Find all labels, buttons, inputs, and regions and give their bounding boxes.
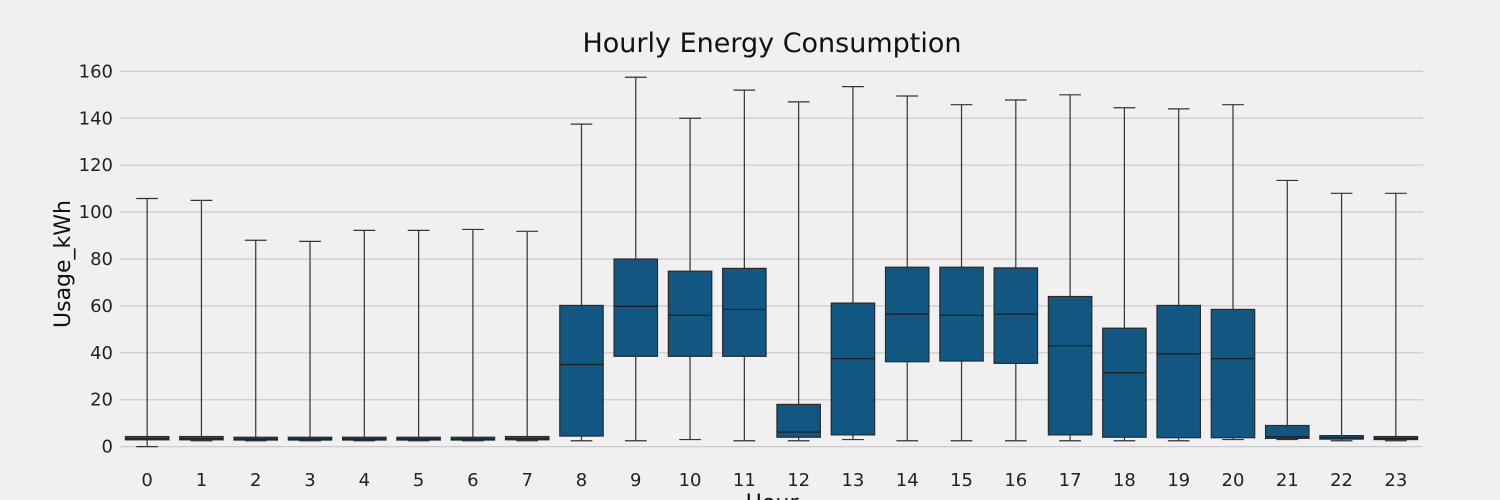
y-axis-ticks: 0 20 40 60 80 100 120 140 160 — [79, 61, 113, 457]
box-hour-7 — [504, 230, 550, 442]
box-hour-23 — [1373, 192, 1419, 442]
iqr-box — [993, 267, 1039, 364]
x-tick-label: 4 — [359, 470, 370, 491]
x-axis-label: Hour — [746, 491, 800, 500]
x-tick-label: 17 — [1059, 470, 1082, 491]
x-tick-label: 15 — [950, 470, 973, 491]
x-tick-label: 3 — [304, 470, 315, 491]
x-tick-label: 7 — [521, 470, 532, 491]
x-tick-label: 21 — [1276, 470, 1299, 491]
box-hour-1 — [179, 199, 224, 442]
x-tick-label: 2 — [250, 470, 261, 491]
box-hour-13 — [830, 86, 876, 441]
box-hour-2 — [233, 239, 279, 442]
x-tick-label: 8 — [576, 470, 587, 491]
iqr-box — [1210, 308, 1256, 439]
y-tick-label: 140 — [79, 108, 113, 129]
iqr-box — [722, 267, 767, 357]
y-tick-label: 60 — [90, 296, 113, 317]
y-tick-label: 20 — [90, 390, 113, 411]
x-tick-label: 19 — [1167, 470, 1190, 491]
box-hour-11 — [722, 89, 767, 442]
x-tick-label: 13 — [841, 470, 864, 491]
box-hour-4 — [341, 229, 387, 442]
chart-title: Hourly Energy Consumption — [582, 28, 961, 59]
box-hour-9 — [613, 76, 659, 442]
iqr-box — [559, 304, 604, 437]
box-hour-0 — [124, 197, 170, 448]
box-hour-21 — [1264, 179, 1310, 441]
box-hour-16 — [993, 99, 1039, 442]
y-tick-label: 120 — [79, 155, 113, 176]
iqr-box — [1264, 424, 1310, 440]
y-tick-label: 100 — [79, 202, 113, 223]
y-axis-label: Usage_kWh — [51, 200, 76, 328]
box-hour-22 — [1319, 192, 1364, 442]
iqr-box — [667, 270, 713, 357]
iqr-box — [830, 302, 876, 436]
box-hour-8 — [559, 123, 604, 442]
box-hour-19 — [1156, 108, 1202, 442]
box-hour-5 — [396, 229, 441, 442]
box-hour-10 — [667, 117, 713, 441]
box-series — [124, 76, 1419, 448]
box-hour-17 — [1047, 94, 1093, 442]
box-hour-14 — [884, 95, 930, 442]
y-tick-label: 40 — [90, 343, 113, 364]
iqr-box — [613, 258, 659, 357]
x-tick-label: 10 — [679, 470, 702, 491]
x-tick-label: 11 — [733, 470, 756, 491]
box-hour-12 — [776, 101, 821, 442]
x-tick-label: 23 — [1384, 470, 1407, 491]
box-hour-18 — [1102, 107, 1147, 442]
y-tick-label: 160 — [79, 61, 113, 82]
x-tick-label: 20 — [1222, 470, 1245, 491]
iqr-box — [939, 266, 984, 362]
box-hour-20 — [1210, 104, 1256, 441]
x-tick-label: 18 — [1113, 470, 1136, 491]
x-tick-label: 22 — [1330, 470, 1353, 491]
box-hour-15 — [939, 104, 984, 442]
iqr-box — [1047, 295, 1093, 436]
x-tick-label: 14 — [896, 470, 919, 491]
y-tick-label: 80 — [90, 249, 113, 270]
iqr-box — [1102, 327, 1147, 438]
x-tick-label: 16 — [1004, 470, 1027, 491]
x-tick-label: 1 — [196, 470, 207, 491]
x-tick-label: 9 — [630, 470, 641, 491]
box-hour-6 — [450, 228, 496, 442]
x-tick-label: 6 — [467, 470, 478, 491]
box-hour-3 — [287, 240, 333, 442]
x-axis-ticks: 0 1 2 3 4 5 6 7 8 9 10 11 12 13 14 15 16 17 18 19 20 21 22 23 — [141, 470, 1407, 491]
iqr-box — [1156, 304, 1202, 439]
x-tick-label: 12 — [787, 470, 810, 491]
x-tick-label: 0 — [141, 470, 152, 491]
gridlines — [120, 70, 1423, 448]
y-tick-label: 0 — [102, 437, 113, 458]
x-tick-label: 5 — [413, 470, 424, 491]
